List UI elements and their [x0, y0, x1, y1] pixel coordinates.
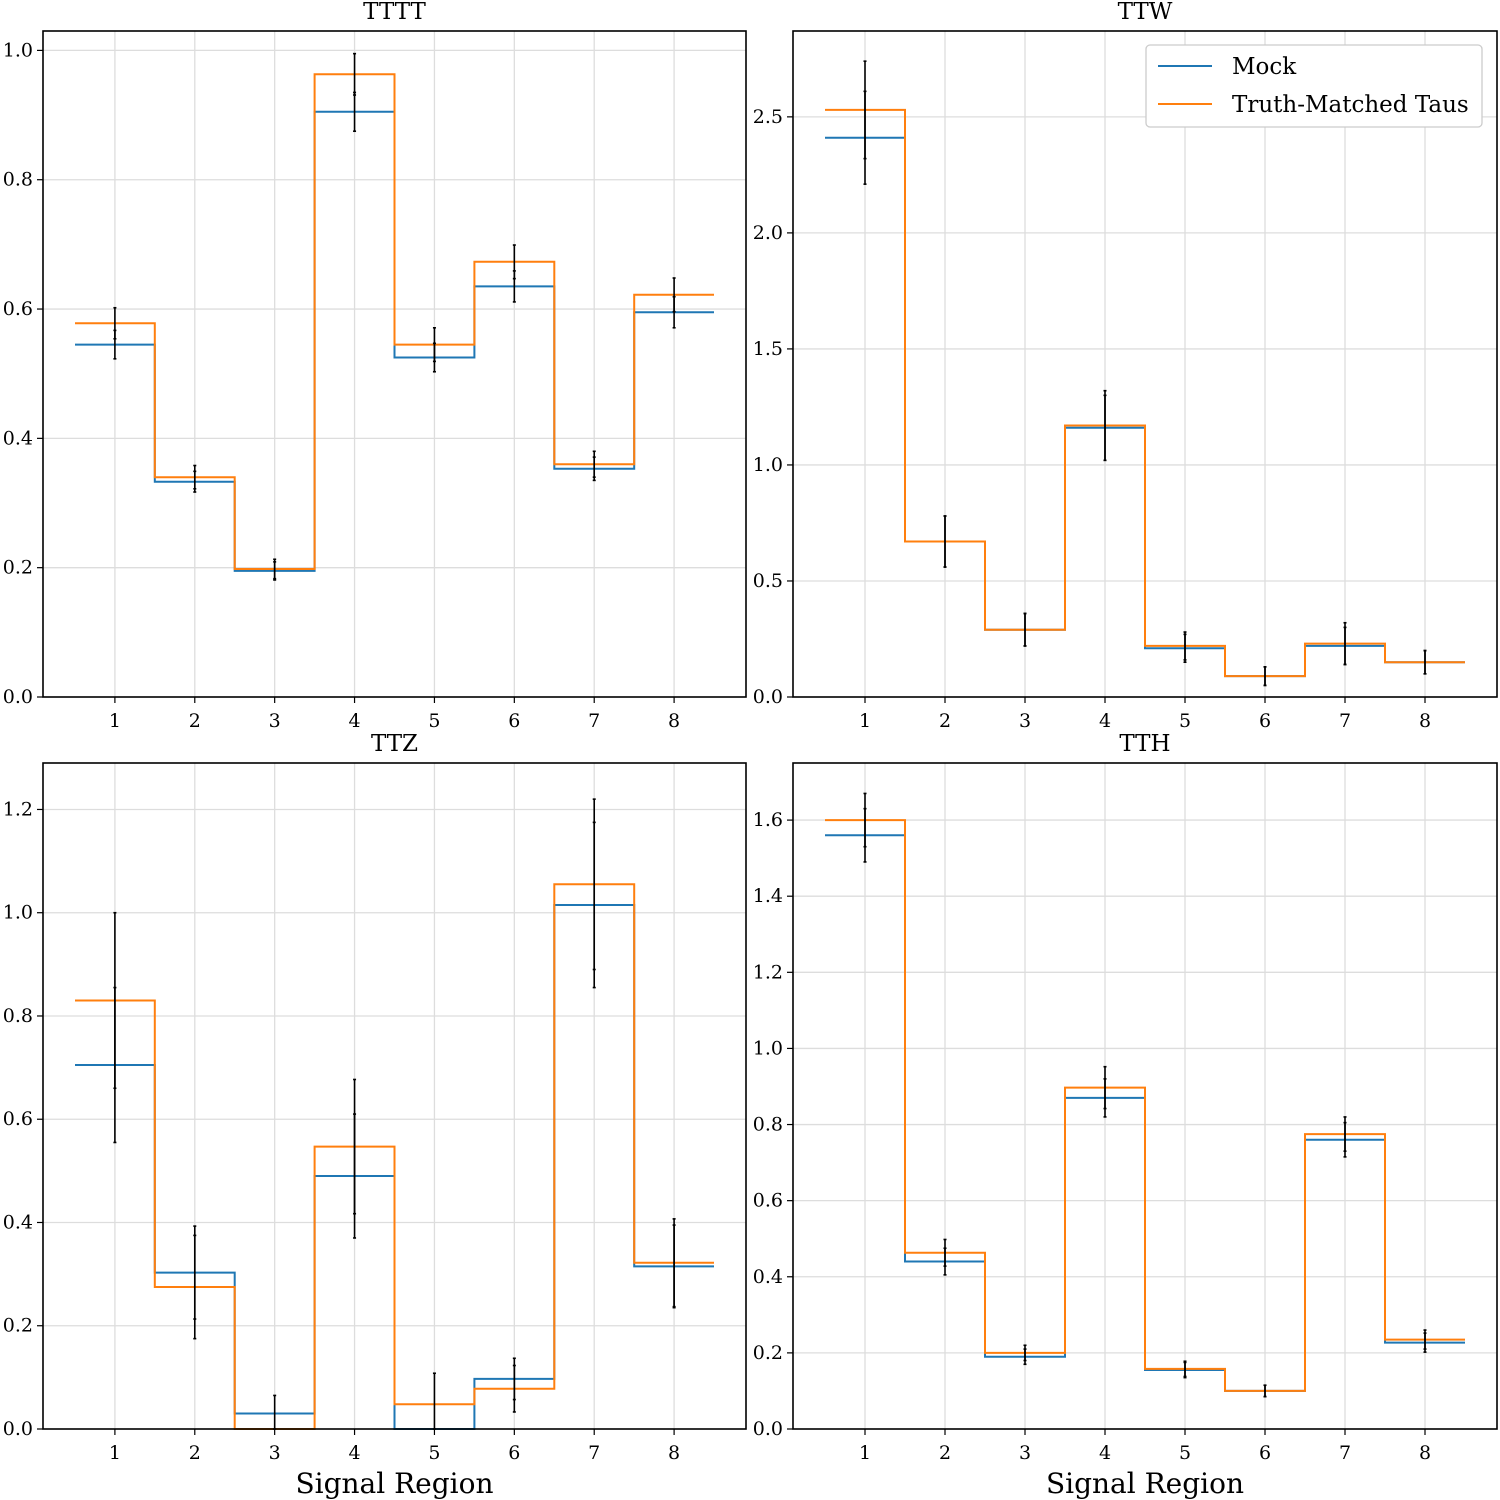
y-tick-label: 1.0 [3, 39, 33, 61]
panel-tttt: 1 2 3 4 5 6 7 8 0.0 0.2 0.4 0.6 0.8 1.0 TTTT [3, 0, 747, 732]
y-tick-label: 0.6 [3, 298, 33, 320]
y-tick-label: 2.5 [753, 106, 783, 128]
x-tick-label: 5 [428, 1442, 440, 1464]
x-tick-label: 3 [269, 710, 281, 732]
y-tick-label: 1.2 [753, 961, 783, 983]
x-axis-label: Signal Region [295, 1467, 493, 1500]
y-tick-label: 0.8 [3, 1005, 33, 1027]
x-tick-label: 4 [1099, 1442, 1111, 1464]
y-tick-label: 1.6 [753, 809, 783, 831]
x-tick-label: 7 [588, 710, 600, 732]
x-tick-label: 1 [859, 710, 871, 732]
axes-frame [42, 30, 747, 698]
x-tick-label: 6 [508, 710, 520, 732]
x-tick-label: 3 [1019, 1442, 1031, 1464]
x-tick-label: 4 [1099, 710, 1111, 732]
legend-label-mock: Mock [1232, 54, 1297, 80]
panel-title: TTTT [363, 0, 426, 25]
x-tick-label: 6 [1259, 710, 1271, 732]
y-tick-label: 0.2 [753, 1342, 783, 1364]
panel-tth: 1 2 3 4 5 6 7 8 0.0 0.2 0.4 0.6 0.8 1.0 1.2 1.4 1.6 TTH Si… [753, 731, 1498, 1500]
x-tick-label: 6 [508, 1442, 520, 1464]
y-tick-label: 0.8 [753, 1114, 783, 1136]
x-tick-label: 1 [109, 710, 121, 732]
legend-label-truth-matched-taus: Truth-Matched Taus [1232, 92, 1469, 118]
panel-ttw: 1 2 3 4 5 6 7 8 0.0 0.5 1.0 1.5 2.0 2.5 TTW Mock Truth-M… [753, 0, 1498, 732]
panel-title: TTH [1119, 731, 1170, 757]
y-tick-label: 0.4 [3, 1211, 33, 1233]
y-tick-label: 0.8 [3, 169, 33, 191]
y-tick-label: 0.6 [3, 1108, 33, 1130]
y-tick-label: 0.0 [3, 1418, 33, 1440]
axes-frame [792, 762, 1498, 1430]
y-tick-label: 0.2 [3, 557, 33, 579]
panel-title: TTZ [371, 731, 418, 757]
x-tick-label: 8 [1419, 710, 1431, 732]
x-tick-label: 1 [109, 1442, 121, 1464]
x-tick-label: 2 [939, 710, 951, 732]
y-tick-label: 0.4 [753, 1266, 783, 1288]
y-tick-label: 0.2 [3, 1315, 33, 1337]
x-tick-label: 5 [1179, 710, 1191, 732]
panel-title: TTW [1118, 0, 1173, 25]
y-tick-label: 0.0 [753, 1418, 783, 1440]
x-tick-label: 2 [189, 710, 201, 732]
y-tick-label: 0.6 [753, 1190, 783, 1212]
x-tick-label: 6 [1259, 1442, 1271, 1464]
axes-frame [42, 762, 747, 1430]
x-tick-label: 7 [1339, 710, 1351, 732]
y-tick-label: 1.4 [753, 885, 783, 907]
x-tick-label: 5 [1179, 1442, 1191, 1464]
y-tick-label: 0.5 [753, 570, 783, 592]
x-tick-label: 4 [349, 1442, 361, 1464]
x-tick-label: 1 [859, 1442, 871, 1464]
y-tick-label: 1.5 [753, 338, 783, 360]
x-axis-label: Signal Region [1046, 1467, 1244, 1500]
y-tick-label: 1.0 [753, 1037, 783, 1059]
x-tick-label: 8 [668, 710, 680, 732]
panel-ttz: 1 2 3 4 5 6 7 8 0.0 0.2 0.4 0.6 0.8 1.0 1.2 TTZ Signal R… [3, 731, 747, 1500]
axes-frame [792, 30, 1498, 698]
x-tick-label: 3 [1019, 710, 1031, 732]
x-tick-label: 8 [668, 1442, 680, 1464]
x-tick-label: 2 [189, 1442, 201, 1464]
y-tick-label: 1.0 [3, 902, 33, 924]
y-tick-label: 0.0 [753, 686, 783, 708]
x-tick-label: 5 [428, 710, 440, 732]
legend-box [1145, 44, 1483, 128]
x-tick-label: 4 [349, 710, 361, 732]
x-tick-label: 2 [939, 1442, 951, 1464]
y-tick-label: 0.4 [3, 427, 33, 449]
y-tick-label: 1.0 [753, 454, 783, 476]
x-tick-label: 7 [1339, 1442, 1351, 1464]
y-tick-label: 1.2 [3, 798, 33, 820]
x-tick-label: 3 [269, 1442, 281, 1464]
y-tick-label: 2.0 [753, 222, 783, 244]
legend: Mock Truth-Matched Taus [1145, 44, 1483, 128]
x-tick-label: 7 [588, 1442, 600, 1464]
x-tick-label: 8 [1419, 1442, 1431, 1464]
y-tick-label: 0.0 [3, 686, 33, 708]
